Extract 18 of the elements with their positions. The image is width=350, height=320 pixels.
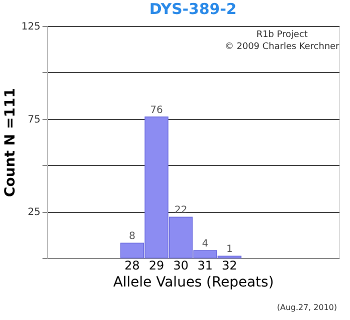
data-label: 4	[202, 238, 208, 250]
data-label: 1	[226, 244, 233, 256]
y-axis-title: Count N =111	[2, 88, 18, 197]
data-label: 8	[128, 231, 136, 242]
chart-title: DYS-389-2	[149, 0, 237, 18]
y-tick-label: 75	[28, 114, 40, 126]
x-tick-label: 32	[222, 258, 238, 272]
x-tick-label: 30	[173, 258, 188, 272]
x-tick-label: 29	[148, 258, 164, 272]
x-tick-label: 28	[124, 258, 140, 272]
annotation: © 2009 Charles Kerchner	[224, 42, 340, 52]
x-axis-title: Allele Values (Repeats)	[113, 274, 274, 290]
y-tick-label: 25	[28, 207, 40, 218]
annotation: R1b Project	[256, 30, 308, 40]
y-tick-label: 125	[21, 22, 40, 32]
text: (Aug.27, 2010)	[276, 303, 337, 312]
data-label: 76	[150, 104, 163, 116]
x-tick-label: 31	[198, 258, 213, 272]
